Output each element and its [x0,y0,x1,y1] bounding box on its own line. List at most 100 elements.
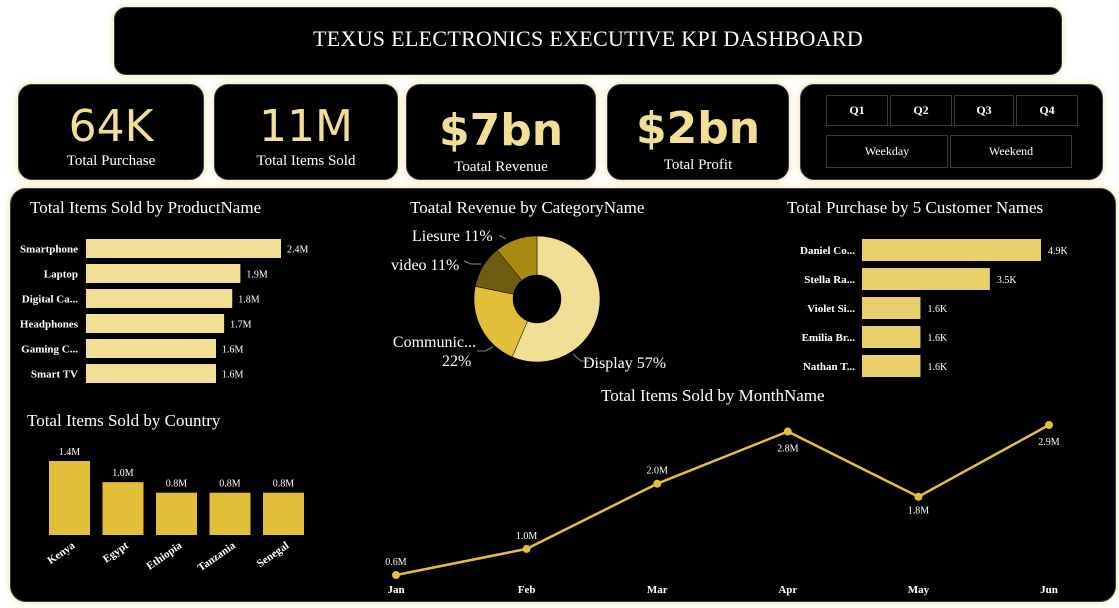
slicer-q1-button[interactable]: Q1 [826,95,888,126]
month-data-label: 2.9M [1038,437,1060,448]
country-axis-label: Kenya [45,539,77,567]
customer-bar [862,268,990,290]
slicer-weekend-button[interactable]: Weekend [950,135,1072,168]
kpi-label: Total Items Sold [256,153,356,169]
charts-canvas: Smartphone 2.4M Laptop 1.9M Digital Ca... 1.8… [20,228,1069,596]
title-bar: TEXUS ELECTRONICS EXECUTIVE KPI DASHBOAR… [114,7,1062,75]
customer-bar [862,297,921,319]
donut-leader-line [499,235,507,240]
donut-slice [496,235,538,281]
month-axis-label: Apr [778,584,797,596]
customer-axis-label: Violet Si... [807,303,855,315]
customer-bar [862,326,921,348]
donut-slice [473,286,528,358]
donut-leader-line [463,260,481,265]
month-data-label: 1.8M [908,506,930,517]
product-bar [86,289,233,308]
customer-bar [862,239,1041,261]
customer-data-label: 3.5K [997,275,1018,286]
customer-axis-label: Stella Ra... [804,274,855,286]
month-line [395,423,1050,577]
country-data-label: 1.0M [112,468,134,479]
chart-title-category: Toatal Revenue by CategoryName [410,198,645,217]
product-data-label: 1.6M [222,345,244,356]
product-axis-label: Digital Ca... [22,294,78,306]
country-data-label: 0.8M [273,479,295,490]
product-axis-label: Smartphone [20,244,78,256]
product-data-label: 1.6M [222,370,244,381]
kpi-label: Total Profit [663,157,733,173]
month-point [392,571,400,579]
customer-axis-label: Daniel Co... [800,245,855,257]
donut-leader-line [477,346,494,352]
country-data-label: 0.8M [166,479,188,490]
kpi-card-total-purchase: 64K Total Purchase [18,84,204,180]
slicer-weekday-button[interactable]: Weekday [826,135,948,168]
donut-label-video: video 11% [391,257,459,274]
customer-axis-label: Emilia Br... [802,332,856,344]
month-point [653,479,662,488]
product-axis-label: Gaming C... [21,344,78,356]
customer-data-label: 1.6K [927,304,948,315]
month-point [783,427,792,436]
product-data-label: 1.7M [230,320,252,331]
product-axis-label: Laptop [44,269,78,281]
month-axis-label: May [908,584,930,596]
slicer-q3-button[interactable]: Q3 [954,95,1014,126]
customer-data-label: 1.6K [927,362,948,373]
month-axis-label: Mar [647,584,668,596]
country-bar [156,492,197,535]
month-axis-label: Jun [1040,584,1058,596]
product-bar [86,314,225,333]
kpi-label: Toatal Revenue [454,159,548,175]
chart-title-customers: Total Purchase by 5 Customer Names [787,198,1044,217]
country-axis-label: Ethiopia [144,539,184,572]
month-point [1045,421,1053,429]
country-bar [263,492,304,535]
month-data-label: 2.0M [646,466,668,477]
customer-bar [862,355,921,377]
filter-slicer-panel: Q1 Q2 Q3 Q4 Weekday Weekend [800,84,1103,180]
country-axis-label: Tanzania [196,539,239,574]
product-axis-label: Smart TV [31,369,78,381]
month-point [522,544,531,553]
country-data-label: 1.4M [59,447,81,458]
kpi-card-total-profit: $2bn Total Profit [607,84,789,180]
country-axis-label: Egypt [101,539,131,565]
product-bar [86,264,241,283]
donut-label-leisure: Liesure 11% [412,228,493,245]
chart-title-month: Total Items Sold by MonthName [601,386,825,405]
donut-label-communication-pct: 22% [442,353,471,370]
product-data-label: 1.8M [238,295,260,306]
kpi-label: Total Purchase [66,153,156,169]
donut-label-display: Display 57% [583,355,666,372]
product-bar [86,239,281,258]
product-data-label: 2.4M [287,245,309,256]
kpi-value: 64K [68,101,154,152]
chart-title-country: Total Items Sold by Country [27,411,221,430]
chart-title-product: Total Items Sold by ProductName [30,198,262,217]
donut-label-communication: Communic... [393,334,476,351]
customer-data-label: 4.9K [1048,246,1069,257]
slicer-q4-button[interactable]: Q4 [1016,95,1078,126]
slicer-q2-button[interactable]: Q2 [890,95,952,126]
month-data-label: 0.6M [385,557,407,568]
kpi-value: $7bn [438,105,564,156]
product-data-label: 1.9M [246,270,268,281]
country-bar [49,461,90,535]
customer-axis-label: Nathan T... [803,361,855,373]
country-axis-label: Senegal [255,540,291,571]
donut-slice [511,235,601,363]
donut-leader-line [572,353,589,362]
month-axis-label: Feb [518,584,536,596]
kpi-card-total-items-sold: 11M Total Items Sold [214,84,398,180]
month-axis-label: Jan [387,584,404,596]
country-bar [209,492,251,535]
kpi-value: 11M [259,101,353,152]
country-data-label: 0.8M [219,479,241,490]
country-bar [102,482,144,535]
kpi-card-total-revenue: $7bn Toatal Revenue [406,84,596,180]
product-bar [86,364,216,383]
product-axis-label: Headphones [20,319,79,331]
month-data-label: 2.8M [777,444,799,455]
